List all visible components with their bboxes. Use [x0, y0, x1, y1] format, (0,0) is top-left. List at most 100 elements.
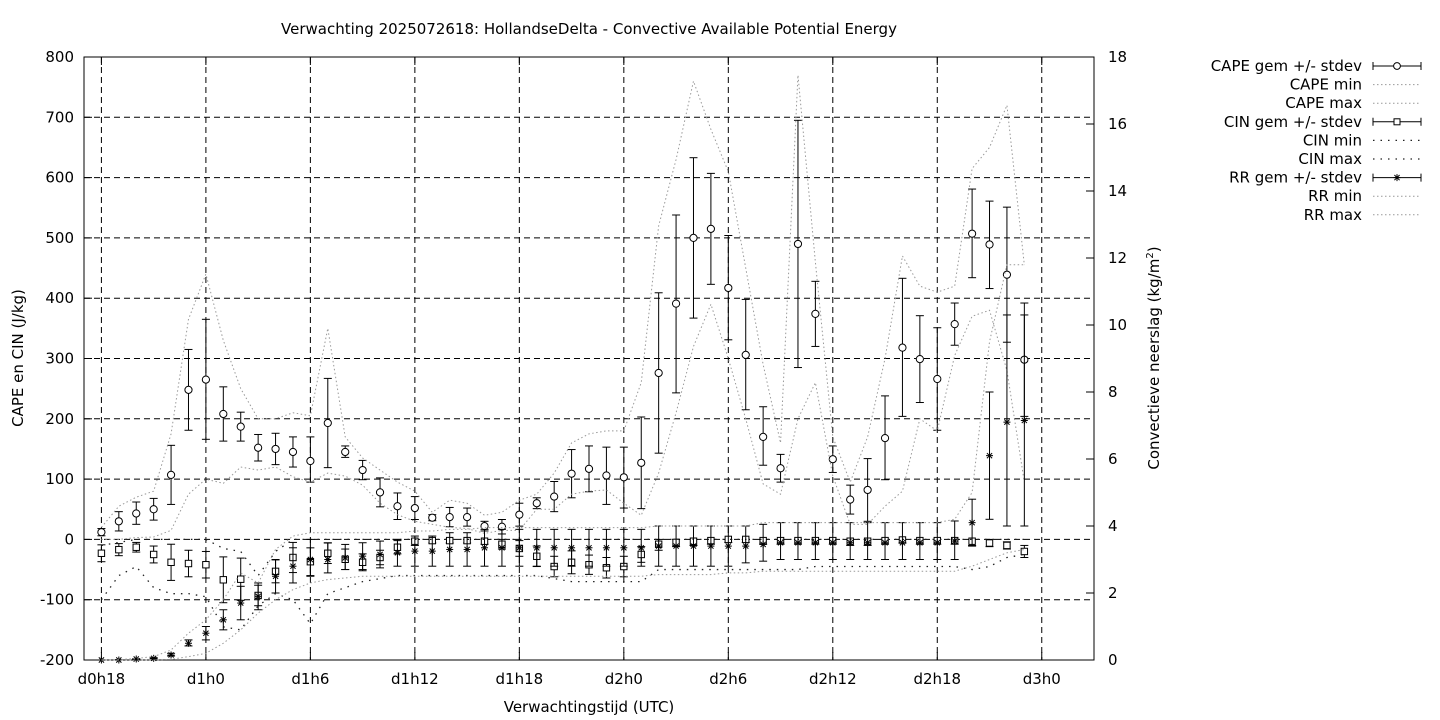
data-point — [150, 654, 158, 662]
x-axis-label: Verwachtingstijd (UTC) — [504, 698, 675, 716]
x-tick-label: d3h0 — [1023, 670, 1061, 688]
data-point — [166, 470, 176, 479]
x-tick-label: d1h0 — [187, 670, 225, 688]
data-point — [393, 502, 402, 511]
data-point — [167, 558, 175, 567]
series-cape-gem-stdev — [97, 119, 1029, 537]
legend-item: RR gem +/- stdev — [1229, 169, 1422, 187]
data-point — [115, 545, 123, 554]
legend-label: CIN max — [1298, 150, 1362, 168]
y-left-axis-label: CAPE en CIN (J/kg) — [9, 289, 27, 427]
data-point — [794, 539, 802, 547]
data-point — [863, 485, 872, 495]
data-point — [916, 539, 924, 547]
data-point — [986, 452, 994, 460]
data-point — [864, 539, 872, 547]
star-stroke — [916, 539, 923, 546]
star-stroke — [377, 551, 383, 558]
legend-marker — [1393, 62, 1401, 70]
x-tick-label: d0h18 — [78, 670, 126, 688]
data-point — [724, 542, 732, 550]
data-point — [1020, 416, 1028, 424]
legend-item: CIN max — [1298, 150, 1421, 168]
data-point — [846, 495, 855, 504]
star-stroke — [725, 543, 732, 550]
star-stroke — [655, 543, 662, 550]
data-point — [202, 629, 210, 637]
x-tick-label: d1h6 — [291, 670, 329, 688]
y-left-tick-label: -100 — [40, 591, 74, 609]
y-left-tick-label: 100 — [45, 470, 74, 488]
data-point — [585, 544, 593, 552]
x-tick-label: d1h18 — [496, 670, 544, 688]
legend-item: CIN gem +/- stdev — [1224, 113, 1422, 131]
data-point — [167, 651, 175, 659]
star-stroke — [133, 656, 140, 662]
y-left-tick-label: 500 — [45, 229, 74, 247]
data-point — [289, 562, 297, 570]
star-stroke — [690, 543, 697, 550]
star-stroke — [934, 539, 941, 546]
data-point — [759, 540, 767, 548]
data-point — [219, 616, 227, 624]
data-point — [376, 550, 384, 558]
y-left-tick-label: 400 — [45, 289, 74, 307]
data-point — [149, 505, 158, 514]
legend-label: CAPE max — [1285, 94, 1362, 112]
data-point — [741, 350, 750, 359]
star-stroke — [342, 554, 349, 561]
data-point — [985, 240, 994, 249]
data-point — [811, 539, 819, 547]
data-point — [410, 503, 419, 513]
data-point — [777, 539, 785, 547]
legend-item: RR min — [1308, 187, 1421, 205]
data-point — [637, 544, 645, 552]
star-stroke — [255, 593, 262, 600]
star-stroke — [568, 544, 575, 551]
data-point — [446, 545, 454, 553]
data-point — [602, 544, 610, 552]
star-stroke — [220, 616, 227, 623]
data-point — [602, 471, 611, 480]
data-point — [97, 549, 106, 557]
y-left-tick-label: 300 — [45, 350, 74, 368]
legend-label: RR min — [1308, 187, 1362, 205]
data-point — [428, 513, 437, 522]
data-point — [898, 343, 907, 352]
data-point — [654, 368, 663, 378]
legend-label: CIN min — [1303, 131, 1362, 149]
star-stroke — [620, 544, 627, 551]
data-point — [1003, 418, 1011, 426]
data-point — [272, 572, 280, 580]
y-right-tick-label: 0 — [1108, 651, 1118, 669]
data-point — [584, 464, 594, 473]
star-stroke — [394, 549, 401, 556]
data-point — [655, 542, 663, 550]
data-point — [481, 544, 489, 552]
data-point — [567, 469, 576, 478]
data-point — [881, 539, 889, 547]
y-right-tick-label: 14 — [1108, 182, 1127, 200]
star-stroke — [742, 543, 749, 550]
data-point — [515, 510, 524, 519]
y-right-axis-label-sup: 2 — [1145, 252, 1156, 258]
star-stroke — [185, 640, 192, 647]
data-point — [689, 542, 697, 550]
series-cin-min — [100, 553, 1025, 631]
star-stroke — [707, 543, 714, 550]
star-stroke — [812, 539, 819, 546]
star-stroke — [864, 539, 871, 546]
data-point — [132, 509, 141, 518]
data-point — [968, 519, 976, 527]
data-point — [341, 554, 349, 562]
y-right-tick-label: 16 — [1108, 115, 1127, 133]
data-point — [97, 528, 106, 537]
y-left-tick-label: 0 — [64, 530, 74, 548]
star-stroke — [603, 544, 610, 551]
data-point — [306, 456, 315, 466]
series-rr-gem-stdev — [97, 314, 1029, 664]
legend-label: CIN gem +/- stdev — [1224, 113, 1362, 131]
y-right-axis-ticks: 0 2 4 6 8 10 12 14 16 18 — [1086, 48, 1127, 669]
data-point — [742, 542, 750, 550]
